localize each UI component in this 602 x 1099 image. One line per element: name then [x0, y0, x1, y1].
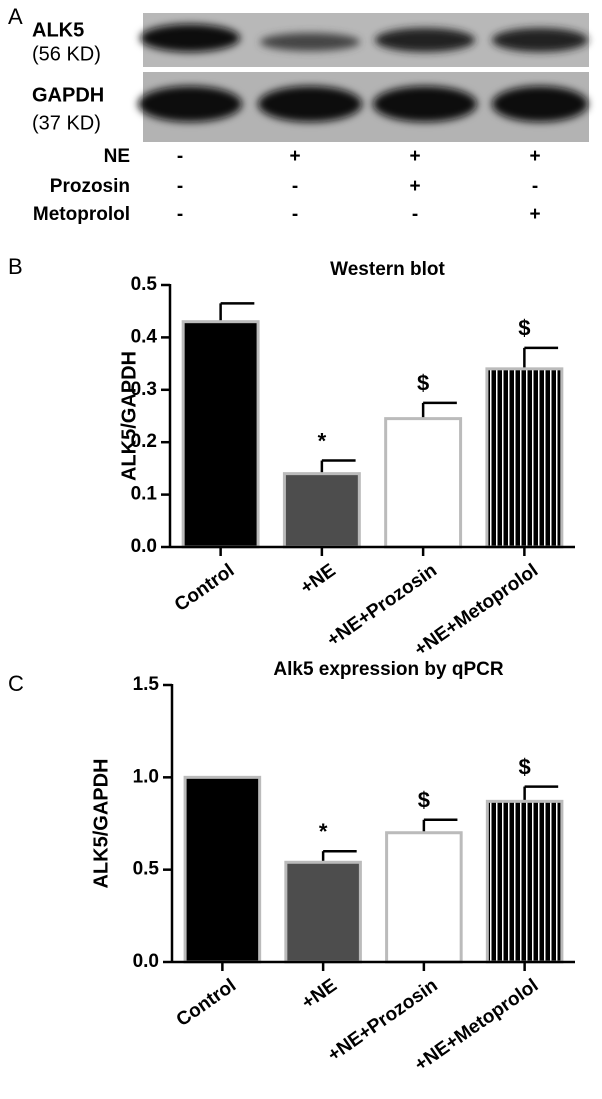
band-name: ALK5	[32, 19, 84, 41]
treatment-mark: -	[177, 204, 183, 225]
treatment-mark: +	[529, 146, 540, 167]
significance-mark: $	[417, 371, 429, 396]
treatment-mark: -	[177, 176, 183, 197]
treatment-mark: -	[292, 204, 298, 225]
treatment-mark: -	[292, 176, 298, 197]
band-size: (37 KD)	[32, 112, 101, 134]
treatment-name: NE	[104, 146, 130, 167]
panel-label: B	[8, 254, 23, 279]
panel-label: A	[8, 4, 23, 29]
bar	[282, 472, 361, 549]
bar	[485, 799, 564, 964]
bar	[284, 860, 362, 964]
significance-mark: $	[518, 316, 530, 341]
treatment-mark: +	[409, 176, 420, 197]
band-name: GAPDH	[32, 84, 104, 106]
bar	[485, 367, 564, 549]
treatment-mark: +	[289, 146, 300, 167]
y-tick-label: 0.1	[131, 484, 158, 505]
significance-mark: *	[319, 819, 328, 844]
significance-mark: $	[418, 788, 430, 813]
x-tick-label: +NE	[297, 560, 340, 599]
treatment-mark: -	[177, 146, 183, 167]
treatment-mark: +	[409, 146, 420, 167]
y-tick-label: 0.5	[131, 274, 158, 295]
y-tick-label: 1.0	[133, 766, 159, 787]
chart-title: Western blot	[330, 259, 445, 280]
panel-label: C	[8, 671, 24, 696]
treatment-name: Metoprolol	[33, 204, 130, 225]
treatment-name: Prozosin	[50, 176, 130, 197]
y-tick-label: 0.0	[131, 536, 157, 557]
bar	[181, 320, 260, 549]
charts: B Western blot ALK5/GAPDH 0.0 0.1 0.2 0.3 0.4 0.…	[8, 254, 575, 1076]
bar	[183, 775, 262, 964]
x-tick-label: Control	[171, 560, 238, 616]
y-tick-label: 0.0	[133, 951, 159, 972]
y-axis-label: ALK5/GAPDH	[90, 758, 112, 888]
band-size: (56 KD)	[32, 43, 101, 65]
x-tick-label: Control	[173, 975, 240, 1031]
x-tick-label: +NE	[298, 975, 341, 1014]
treatment-mark: -	[532, 176, 538, 197]
y-axis-label: ALK5/GAPDH	[118, 351, 140, 481]
chart-title: Alk5 expression by qPCR	[273, 659, 503, 680]
y-tick-label: 0.2	[131, 431, 157, 452]
blot-bands	[138, 24, 588, 122]
y-tick-label: 1.5	[133, 674, 160, 695]
y-tick-label: 0.3	[131, 379, 157, 400]
y-tick-label: 0.4	[131, 326, 158, 347]
bar	[384, 417, 463, 549]
significance-mark: *	[318, 428, 327, 453]
significance-mark: $	[519, 754, 531, 779]
treatment-mark: +	[529, 204, 540, 225]
bar	[385, 831, 463, 964]
y-tick-label: 0.5	[133, 859, 160, 880]
treatment-mark: -	[412, 204, 418, 225]
